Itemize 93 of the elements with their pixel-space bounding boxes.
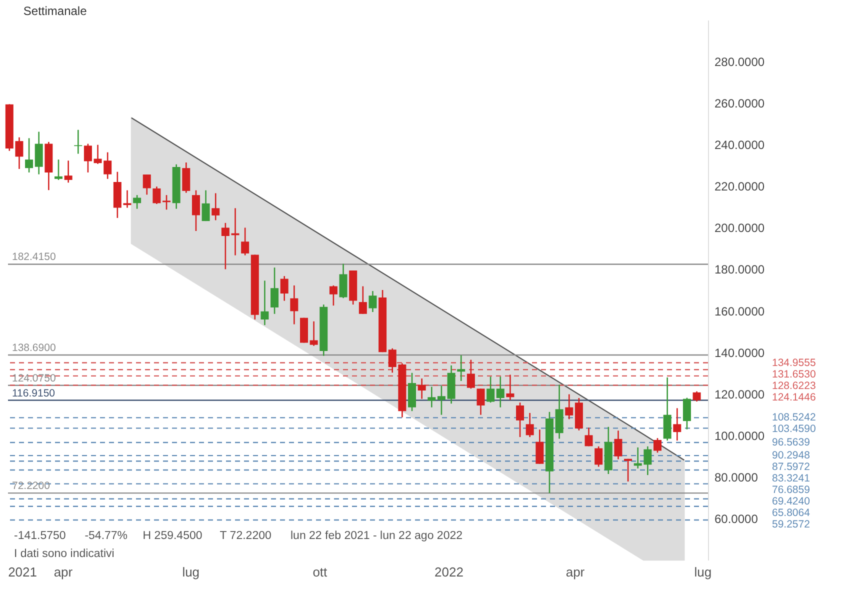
ref-line-label: 116.9150: [12, 387, 56, 400]
candlestick: [486, 376, 495, 404]
ref-line-label: 59.2572: [772, 518, 810, 531]
ref-line-label: 182.4150: [12, 251, 56, 264]
ref-line-label: 83.3241: [772, 472, 810, 485]
y-tick-label: 140.0000: [714, 346, 765, 360]
candlestick: [329, 284, 338, 306]
y-tick-label: 180.0000: [714, 262, 765, 277]
candlestick: [682, 397, 691, 430]
y-tick-label: 160.0000: [714, 304, 765, 318]
candlestick: [584, 427, 593, 447]
candlestick: [654, 437, 662, 454]
candlestick: [270, 266, 279, 315]
candlestick: [418, 378, 426, 400]
candlestick: [310, 320, 318, 347]
candlestick: [221, 222, 230, 270]
y-tick-label: 240.0000: [714, 138, 765, 152]
y-tick-label: 280.0000: [714, 55, 765, 70]
candlestick: [692, 390, 701, 402]
candlestick: [614, 430, 622, 460]
candlestick: [663, 376, 672, 442]
candlestick: [536, 428, 544, 464]
candlestick: [74, 129, 82, 154]
annotation: I dati sono indicativi: [14, 548, 114, 560]
y-tick-label: 260.0000: [714, 96, 765, 111]
annotation: T 72.2200: [220, 530, 272, 542]
ref-line-label: 96.5639: [772, 436, 810, 449]
candlestick: [437, 385, 446, 416]
candlestick: [152, 186, 161, 205]
candlestick: [516, 402, 524, 438]
y-tick-label: 220.0000: [714, 180, 765, 194]
candlestick: [368, 290, 377, 313]
candlestick: [526, 412, 534, 438]
x-tick-label: 2022: [434, 564, 464, 580]
candlestick: [64, 160, 72, 184]
candlestick: [594, 446, 603, 468]
candlestick: [34, 131, 43, 175]
candlestick: [260, 280, 269, 326]
candlestick: [25, 138, 34, 174]
ref-line-label: 65.8064: [772, 507, 810, 520]
candlestick: [339, 263, 348, 299]
candlestick: [182, 162, 190, 194]
candlestick: [428, 386, 436, 408]
candlestick: [84, 143, 92, 174]
ref-line-label: 76.6859: [772, 484, 810, 496]
ref-line-label: 124.1446: [772, 391, 816, 404]
y-tick-label: 60.0000: [714, 512, 758, 526]
annotation: lun 22 feb 2021 - lun 22 ago 2022: [290, 530, 463, 542]
y-tick-label: 100.0000: [714, 428, 765, 443]
x-tick-label: lug: [182, 564, 200, 580]
ref-line-label: 69.4240: [772, 496, 810, 508]
ref-line-label: 124.0750: [12, 372, 56, 384]
ref-line-label: 72.2200: [12, 480, 50, 492]
candlestick: [212, 192, 220, 221]
chart-title: Settimanale: [23, 4, 88, 18]
candlestick: [162, 194, 171, 210]
candlestick: [673, 408, 682, 442]
candlestick: [192, 190, 200, 232]
candlestick: [133, 194, 142, 210]
x-tick-label: 2021: [8, 564, 37, 580]
ref-line-label: 134.9555: [772, 356, 816, 369]
candlestick: [241, 227, 250, 256]
annotation: -54.77%: [84, 530, 128, 542]
candlestick: [506, 374, 514, 401]
ref-line-label: 103.4590: [772, 423, 816, 436]
ref-line-label: 131.6530: [772, 368, 816, 380]
candlestick: [290, 284, 298, 325]
candlestick: [496, 376, 504, 408]
candlestick: [202, 190, 210, 222]
x-tick-label: apr: [566, 564, 586, 580]
candlestick: [476, 388, 485, 416]
ref-line-label: 108.5242: [772, 412, 816, 424]
candlestick: [565, 394, 574, 420]
y-tick-label: 80.0000: [714, 470, 758, 484]
y-tick-label: 120.0000: [714, 387, 765, 402]
ref-line-label: 138.6900: [12, 342, 56, 354]
candlestick: [466, 359, 475, 390]
candlestick: [624, 458, 632, 482]
x-tick-label: ott: [312, 564, 328, 580]
x-tick-label: lug: [694, 564, 712, 580]
candlestick: [280, 275, 288, 302]
candlestick: [555, 384, 564, 440]
candlestick: [54, 158, 62, 181]
candlestick: [457, 354, 466, 382]
x-tick-label: apr: [54, 564, 74, 580]
y-tick-label: 200.0000: [714, 221, 765, 236]
ref-line-label: 87.5972: [772, 461, 810, 474]
candlestick: [142, 174, 151, 196]
annotation: -141.5750: [14, 530, 66, 542]
candlestick: [358, 286, 367, 315]
ref-line-label: 90.2948: [772, 450, 810, 462]
annotation: H 259.4500: [142, 530, 202, 542]
ref-line-label: 128.6223: [772, 380, 816, 392]
